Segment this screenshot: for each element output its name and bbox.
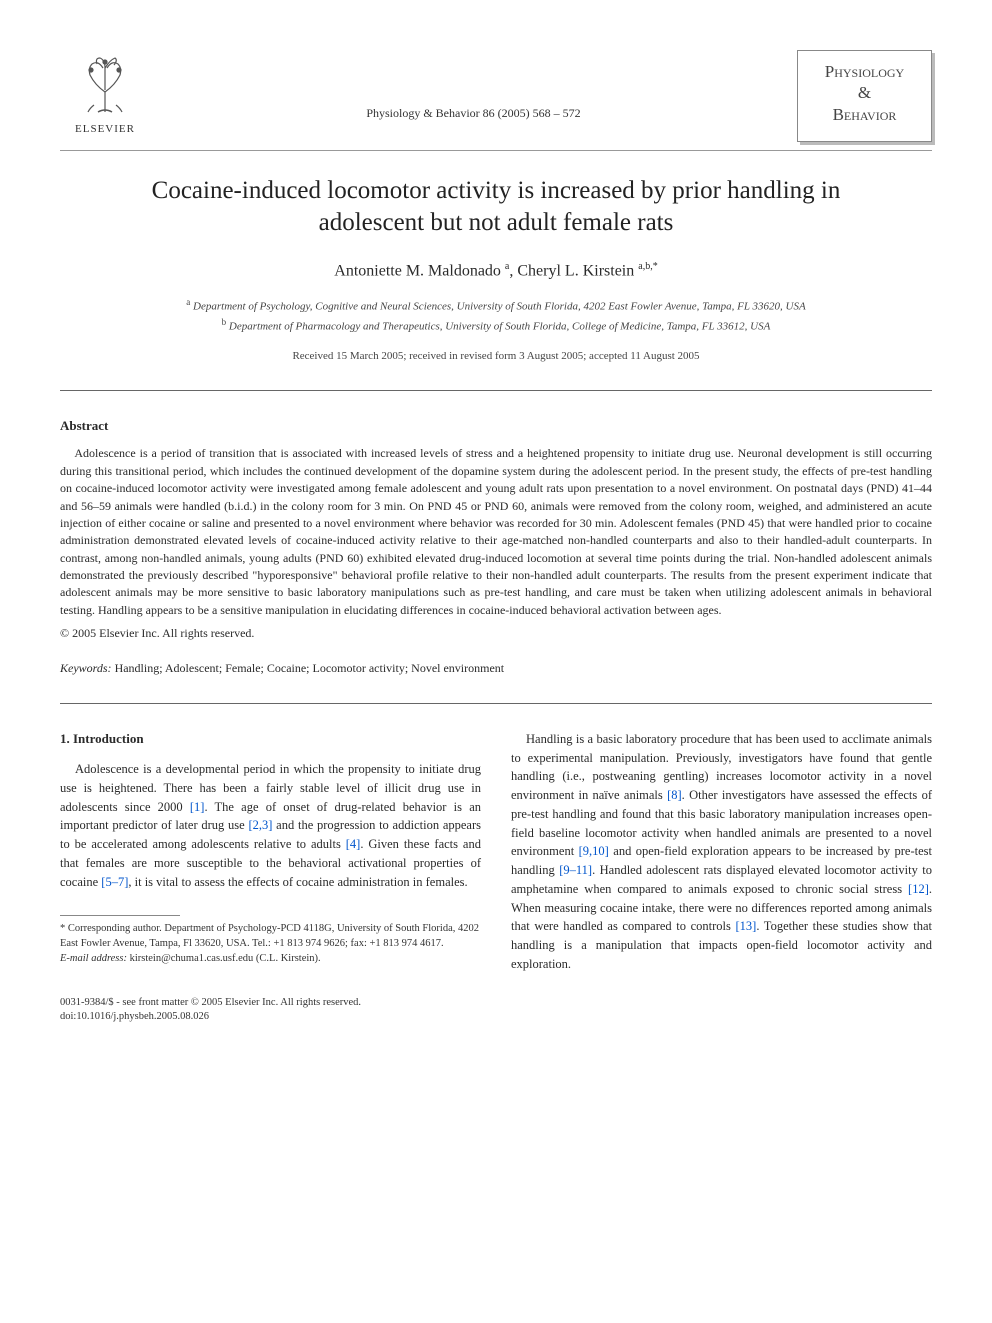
publisher-name: ELSEVIER	[75, 122, 135, 137]
journal-title-l1: Physiology	[812, 61, 917, 82]
post-abstract-rule	[60, 703, 932, 704]
left-column: 1. Introduction Adolescence is a develop…	[60, 730, 481, 974]
page-header: ELSEVIER Physiology & Behavior 86 (2005)…	[60, 50, 932, 142]
intro-para-2: Handling is a basic laboratory procedure…	[511, 730, 932, 974]
affil-a-label: a	[186, 297, 190, 307]
article-dates: Received 15 March 2005; received in revi…	[60, 349, 932, 364]
author-2-affil: a,b,	[638, 261, 652, 272]
keywords-text: Handling; Adolescent; Female; Cocaine; L…	[115, 661, 505, 675]
affiliations: a Department of Psychology, Cognitive an…	[60, 296, 932, 334]
abstract-section: Abstract Adolescence is a period of tran…	[60, 417, 932, 642]
footer-line-2: doi:10.1016/j.physbeh.2005.08.026	[60, 1010, 932, 1025]
author-2-corr: *	[653, 261, 658, 272]
article-title: Cocaine-induced locomotor activity is in…	[100, 175, 892, 240]
affil-a: Department of Psychology, Cognitive and …	[193, 301, 806, 313]
cite-4[interactable]: [4]	[346, 837, 361, 851]
cite-12[interactable]: [12]	[908, 882, 929, 896]
footer-line-1: 0031-9384/$ - see front matter © 2005 El…	[60, 996, 932, 1011]
right-column: Handling is a basic laboratory procedure…	[511, 730, 932, 974]
corr-text: Corresponding author. Department of Psyc…	[60, 923, 479, 949]
email-label: E-mail address:	[60, 953, 127, 964]
cite-9-10[interactable]: [9,10]	[579, 844, 609, 858]
intro-p1-e: , it is vital to assess the effects of c…	[128, 875, 467, 889]
journal-title-box: Physiology & Behavior	[797, 50, 932, 142]
pre-abstract-rule	[60, 390, 932, 391]
journal-reference: Physiology & Behavior 86 (2005) 568 – 57…	[150, 50, 797, 122]
abstract-text: Adolescence is a period of transition th…	[60, 445, 932, 619]
footnote-rule	[60, 915, 180, 916]
cite-8[interactable]: [8]	[667, 788, 682, 802]
header-rule	[60, 150, 932, 151]
elsevier-tree-icon	[70, 50, 140, 120]
body-columns: 1. Introduction Adolescence is a develop…	[60, 730, 932, 974]
cite-2-3[interactable]: [2,3]	[248, 818, 272, 832]
cite-13[interactable]: [13]	[735, 919, 756, 933]
publisher-logo: ELSEVIER	[60, 50, 150, 137]
keywords-label: Keywords:	[60, 661, 112, 675]
intro-para-1: Adolescence is a developmental period in…	[60, 760, 481, 891]
authors: Antoniette M. Maldonado a, Cheryl L. Kir…	[60, 260, 932, 283]
journal-title-l2: Behavior	[812, 104, 917, 125]
abstract-heading: Abstract	[60, 417, 932, 435]
cite-1[interactable]: [1]	[190, 800, 205, 814]
abstract-copyright: © 2005 Elsevier Inc. All rights reserved…	[60, 625, 932, 642]
page-footer: 0031-9384/$ - see front matter © 2005 El…	[60, 996, 932, 1025]
affil-b-label: b	[222, 317, 227, 327]
intro-heading: 1. Introduction	[60, 730, 481, 748]
cite-9-11[interactable]: [9–11]	[559, 863, 592, 877]
author-2: Cheryl L. Kirstein	[517, 262, 634, 279]
affil-b: Department of Pharmacology and Therapeut…	[229, 320, 770, 332]
cite-5-7[interactable]: [5–7]	[101, 875, 128, 889]
author-1: Antoniette M. Maldonado	[334, 262, 501, 279]
email-address: kirstein@chuma1.cas.usf.edu (C.L. Kirste…	[127, 953, 321, 964]
keywords: Keywords: Handling; Adolescent; Female; …	[60, 660, 932, 677]
corresponding-footnote: * Corresponding author. Department of Ps…	[60, 922, 481, 951]
email-footnote: E-mail address: kirstein@chuma1.cas.usf.…	[60, 952, 481, 967]
journal-title-amp: &	[812, 82, 917, 103]
